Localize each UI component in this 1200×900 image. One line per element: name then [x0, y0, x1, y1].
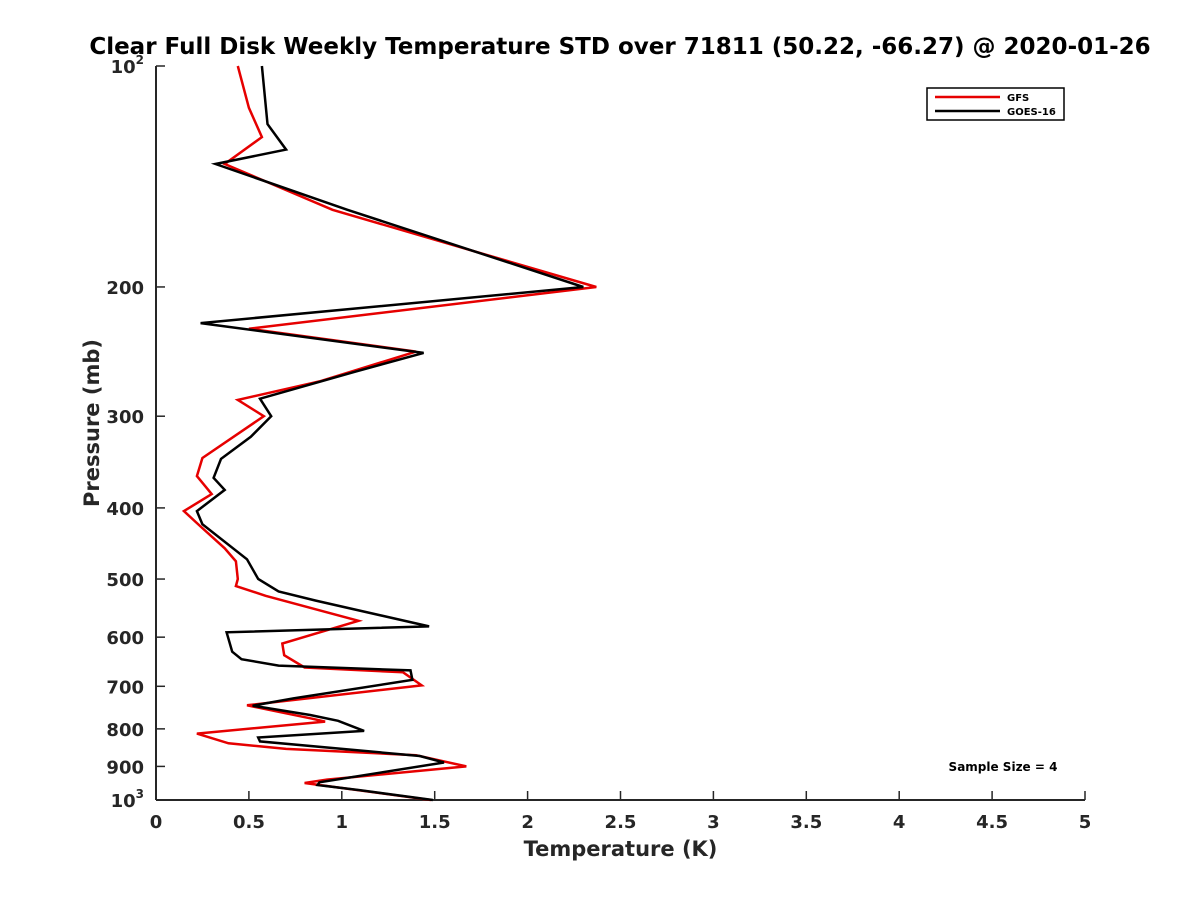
x-tick-label: 3: [707, 812, 720, 833]
x-tick-label: 0.5: [233, 812, 265, 833]
legend-label: GOES-16: [1007, 107, 1056, 118]
x-tick-label: 4: [893, 812, 906, 833]
chart-title: Clear Full Disk Weekly Temperature STD o…: [89, 34, 1150, 60]
y-tick-label: 200: [106, 278, 144, 299]
x-tick-label: 0: [150, 812, 163, 833]
y-tick-label: 800: [106, 720, 144, 741]
y-axis-label: Pressure (mb): [80, 339, 104, 507]
series-line-gfs: [181, 65, 597, 802]
sample-size-annotation: Sample Size = 4: [949, 760, 1058, 774]
y-tick-label: 400: [106, 499, 144, 520]
x-axis-label: Temperature (K): [524, 837, 718, 861]
series-lines: [181, 65, 597, 802]
y-tick-label: 102: [111, 53, 144, 78]
x-tick-label: 5: [1079, 812, 1092, 833]
x-tick-label: 4.5: [976, 812, 1008, 833]
y-tick-label: 500: [106, 570, 144, 591]
y-axis-ticks: 200 300 400 500 600 700 800 900 102 103: [106, 53, 165, 812]
y-tick-label: 900: [106, 757, 144, 778]
y-tick-label: 600: [106, 628, 144, 649]
legend-label: GFS: [1007, 93, 1029, 104]
y-tick-label: 300: [106, 407, 144, 428]
x-tick-label: 1: [336, 812, 349, 833]
series-line-goes-16: [195, 65, 584, 802]
x-tick-label: 1.5: [419, 812, 451, 833]
x-tick-label: 3.5: [790, 812, 822, 833]
y-tick-label: 103: [111, 787, 144, 812]
x-tick-label: 2: [521, 812, 534, 833]
legend-box: [926, 87, 1065, 121]
x-axis-ticks: 0 0.5 1 1.5 2 2.5 3 3.5 4 4.5 5: [150, 791, 1092, 833]
y-tick-label: 700: [106, 677, 144, 698]
plot-area: 0 0.5 1 1.5 2 2.5 3 3.5 4 4.5 5 200 300 400 500 600 700…: [106, 53, 1091, 833]
x-tick-label: 2.5: [605, 812, 637, 833]
legend: GFS GOES-16: [926, 87, 1065, 121]
